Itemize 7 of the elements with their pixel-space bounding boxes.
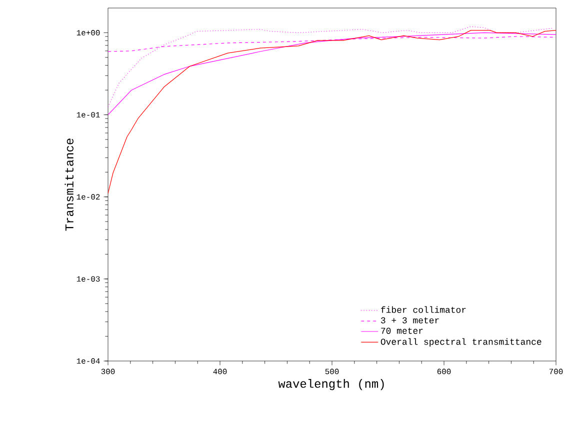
legend-label: fiber collimator [381, 306, 466, 313]
legend-label: 70 meter [381, 328, 423, 334]
y-axis-title: Transmittance [64, 138, 74, 231]
legend-label: Overall spectral transmittance [380, 338, 542, 347]
legend-label: 3 + 3 meter [381, 317, 439, 324]
line-series [108, 30, 556, 194]
x-axis-title: wavelength (nm) [278, 379, 384, 390]
